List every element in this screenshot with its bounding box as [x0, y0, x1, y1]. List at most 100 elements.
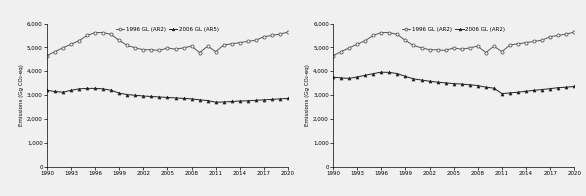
- 2006 GL (AR5): [132, 94, 139, 96]
- 1996 GL (AR2): [362, 40, 369, 42]
- 1996 GL (AR2): [115, 39, 122, 42]
- 1996 GL (AR2): [410, 44, 417, 47]
- 2006 GL (AR5): [236, 100, 243, 102]
- 1996 GL (AR2): [124, 44, 131, 47]
- 1996 GL (AR2): [268, 34, 275, 37]
- 1996 GL (AR2): [370, 34, 377, 37]
- 2006 GL (AR2): [426, 80, 433, 82]
- 2006 GL (AR5): [115, 92, 122, 94]
- 1996 GL (AR2): [277, 33, 284, 35]
- 2006 GL (AR5): [100, 88, 107, 90]
- 2006 GL (AR5): [91, 87, 98, 90]
- 1996 GL (AR2): [386, 31, 393, 34]
- 1996 GL (AR2): [466, 47, 473, 49]
- 2006 GL (AR5): [253, 99, 260, 102]
- Line: 1996 GL (AR2): 1996 GL (AR2): [45, 31, 289, 57]
- 1996 GL (AR2): [76, 40, 83, 42]
- 1996 GL (AR2): [482, 51, 489, 54]
- 2006 GL (AR5): [244, 100, 251, 102]
- 1996 GL (AR2): [204, 45, 211, 47]
- 2006 GL (AR5): [204, 99, 211, 102]
- 1996 GL (AR2): [156, 49, 163, 52]
- 2006 GL (AR2): [394, 73, 401, 75]
- 1996 GL (AR2): [434, 49, 441, 51]
- 2006 GL (AR2): [571, 85, 578, 88]
- Line: 2006 GL (AR2): 2006 GL (AR2): [332, 71, 576, 95]
- 1996 GL (AR2): [450, 47, 457, 49]
- 1996 GL (AR2): [108, 33, 115, 36]
- 2006 GL (AR2): [539, 88, 546, 91]
- 1996 GL (AR2): [426, 49, 433, 51]
- 2006 GL (AR5): [124, 93, 131, 96]
- 1996 GL (AR2): [140, 49, 147, 51]
- 1996 GL (AR2): [394, 33, 401, 36]
- 1996 GL (AR2): [244, 40, 251, 43]
- 2006 GL (AR2): [434, 81, 441, 83]
- 2006 GL (AR2): [506, 92, 513, 94]
- 1996 GL (AR2): [180, 47, 187, 49]
- 2006 GL (AR5): [140, 95, 147, 97]
- 2006 GL (AR2): [418, 79, 425, 81]
- 1996 GL (AR2): [515, 43, 522, 45]
- 2006 GL (AR2): [346, 77, 353, 80]
- 2006 GL (AR5): [180, 97, 187, 100]
- 1996 GL (AR2): [563, 33, 570, 35]
- 2006 GL (AR2): [458, 83, 465, 85]
- 2006 GL (AR5): [67, 89, 74, 92]
- 1996 GL (AR2): [253, 39, 260, 41]
- 2006 GL (AR2): [482, 86, 489, 88]
- Y-axis label: Emissions (Gg CO₂-eq): Emissions (Gg CO₂-eq): [19, 64, 24, 126]
- 2006 GL (AR5): [220, 101, 227, 103]
- 2006 GL (AR2): [523, 90, 530, 93]
- 1996 GL (AR2): [164, 47, 171, 49]
- 1996 GL (AR2): [52, 51, 59, 53]
- 2006 GL (AR2): [378, 71, 385, 73]
- Legend: 1996 GL (AR2), 2006 GL (AR2): 1996 GL (AR2), 2006 GL (AR2): [401, 26, 506, 32]
- 2006 GL (AR2): [354, 76, 361, 78]
- 2006 GL (AR5): [52, 90, 59, 93]
- 2006 GL (AR5): [277, 98, 284, 100]
- 1996 GL (AR2): [43, 54, 50, 57]
- 2006 GL (AR5): [172, 97, 179, 99]
- 2006 GL (AR5): [76, 88, 83, 90]
- 1996 GL (AR2): [329, 54, 336, 57]
- 1996 GL (AR2): [148, 49, 155, 51]
- 2006 GL (AR5): [260, 99, 267, 101]
- 2006 GL (AR2): [370, 73, 377, 75]
- 2006 GL (AR5): [108, 89, 115, 92]
- 2006 GL (AR5): [148, 95, 155, 98]
- 2006 GL (AR2): [547, 87, 554, 90]
- 2006 GL (AR5): [196, 99, 203, 101]
- 2006 GL (AR5): [268, 98, 275, 101]
- 1996 GL (AR2): [91, 31, 98, 34]
- 2006 GL (AR5): [59, 91, 66, 93]
- 1996 GL (AR2): [490, 45, 498, 47]
- 1996 GL (AR2): [229, 43, 236, 45]
- 1996 GL (AR2): [338, 51, 345, 53]
- 2006 GL (AR5): [229, 100, 236, 103]
- 2006 GL (AR5): [164, 96, 171, 99]
- 1996 GL (AR2): [555, 34, 562, 37]
- 2006 GL (AR5): [212, 101, 219, 103]
- 1996 GL (AR2): [547, 35, 554, 38]
- 1996 GL (AR2): [506, 44, 513, 46]
- 1996 GL (AR2): [212, 51, 219, 53]
- 2006 GL (AR2): [450, 83, 457, 85]
- Y-axis label: Emissions (Gg CO₂-eq): Emissions (Gg CO₂-eq): [305, 64, 311, 126]
- 1996 GL (AR2): [67, 43, 74, 45]
- 2006 GL (AR2): [386, 71, 393, 74]
- 2006 GL (AR2): [329, 76, 336, 78]
- 2006 GL (AR2): [563, 86, 570, 88]
- 1996 GL (AR2): [458, 48, 465, 50]
- 1996 GL (AR2): [571, 31, 578, 33]
- 1996 GL (AR2): [100, 31, 107, 34]
- 1996 GL (AR2): [59, 47, 66, 49]
- 1996 GL (AR2): [188, 45, 195, 47]
- 1996 GL (AR2): [402, 39, 409, 42]
- 2006 GL (AR2): [338, 77, 345, 79]
- Legend: 1996 GL (AR2), 2006 GL (AR5): 1996 GL (AR2), 2006 GL (AR5): [115, 26, 220, 32]
- 2006 GL (AR5): [285, 97, 292, 100]
- 2006 GL (AR2): [466, 84, 473, 86]
- 1996 GL (AR2): [84, 34, 91, 37]
- 2006 GL (AR2): [474, 84, 481, 87]
